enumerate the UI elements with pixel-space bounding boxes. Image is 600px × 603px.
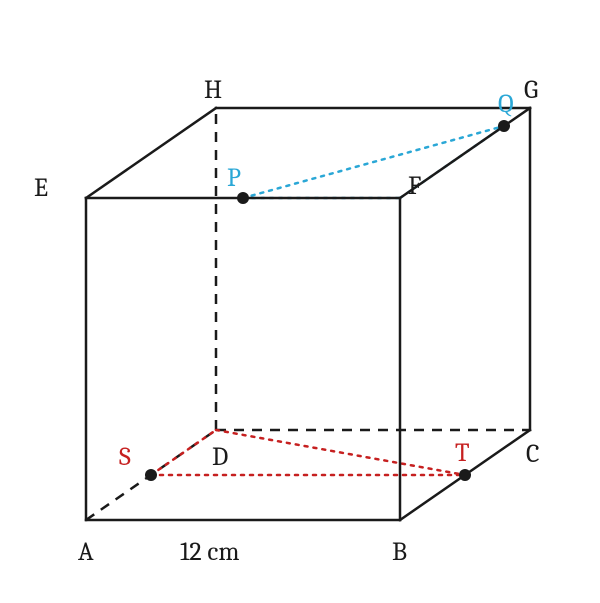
point-label-S: S (119, 442, 131, 472)
point-label-Q: Q (498, 89, 514, 119)
point-label-P: P (227, 163, 241, 193)
vertex-label-D: D (212, 442, 228, 472)
vertex-label-H: H (204, 75, 222, 105)
vertex-label-F: F (408, 171, 421, 201)
point-Q-dot (498, 120, 510, 132)
vertex-label-E: E (34, 173, 48, 203)
point-label-T: T (455, 438, 469, 468)
point-T-dot (459, 469, 471, 481)
point-S-dot (145, 469, 157, 481)
vertex-label-C: C (526, 439, 540, 469)
cube-diagram: A B C D E F G H P Q S T 12 cm (0, 0, 600, 603)
vertex-label-A: A (78, 537, 94, 567)
dimension-label: 12 cm (180, 537, 240, 567)
point-P-dot (237, 192, 249, 204)
vertex-label-G: G (524, 75, 538, 105)
vertex-label-B: B (392, 537, 407, 567)
